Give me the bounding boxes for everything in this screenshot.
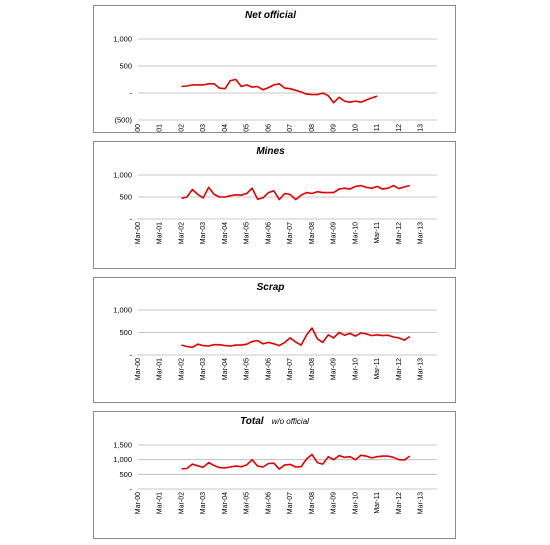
x-tick-label: Mar-12 [396,124,403,132]
x-tick-label: Mar-00 [135,222,142,244]
x-tick-label: Mar-05 [244,222,251,244]
chart-panel-net-official: Net official 1,000 500 - (500)Mar-00 Mar-01 M… [93,5,456,133]
x-tick-label: Mar-04 [222,358,229,380]
x-tick-label: Mar-12 [396,492,403,514]
x-tick-label: Mar-10 [352,358,359,380]
x-tick-label: Mar-08 [309,124,316,132]
x-tick-label: Mar-13 [418,358,425,380]
y-tick-label: - [130,351,133,360]
x-tick-label: Mar-07 [287,492,294,514]
chart-mines: 1,000 500 -Mar-00 Mar-01 Mar-02 Mar-03 Mar-04 M… [113,171,437,244]
y-tick-label: 500 [119,193,132,202]
y-tick-label: 1,000 [113,455,132,464]
x-tick-label: Mar-10 [352,124,359,132]
y-tick-label: 500 [119,328,132,337]
y-tick-label: - [130,89,133,98]
x-tick-label: Mar-03 [200,492,207,514]
x-tick-label: Mar-03 [200,124,207,132]
x-tick-label: Mar-09 [331,124,338,132]
x-tick-label: Mar-06 [265,124,272,132]
x-tick-label: Mar-10 [352,492,359,514]
x-tick-label: Mar-05 [244,358,251,380]
x-tick-label: Mar-01 [157,124,164,132]
x-tick-label: Mar-06 [265,492,272,514]
x-tick-label: Mar-13 [418,222,425,244]
x-tick-label: Mar-03 [200,222,207,244]
x-tick-label: Mar-01 [157,222,164,244]
x-tick-label: Mar-04 [222,222,229,244]
chart-panel-scrap: Scrap 1,000 500 - Mar-00 Mar-01 Mar-02 Mar-03 M… [93,277,456,403]
chart-panel-total: Total w/o official 1,500 1,000 500 - Mar-00 Ma… [93,411,456,539]
chart-total: 1,500 1,000 500 -Mar-00 Mar-01 Mar-02 Mar-03 Ma… [113,441,437,514]
x-tick-label: Mar-12 [396,358,403,380]
y-tick-label: 500 [119,470,132,479]
x-tick-label: Mar-09 [331,492,338,514]
y-tick-label: - [130,215,133,224]
x-tick-label: Mar-11 [374,492,381,514]
series-line [181,453,411,470]
chart-panel-mines: Mines 1,000 500 - Mar-00 Mar-01 Mar-02 Mar-03 M… [93,141,456,269]
x-tick-label: Mar-11 [374,358,381,380]
x-tick-label: Mar-01 [157,358,164,380]
chart-scrap: 1,000 500 -Mar-00 Mar-01 Mar-02 Mar-03 Mar-04 M… [113,306,437,380]
x-tick-label: Mar-07 [287,222,294,244]
x-tick-label: Mar-11 [374,124,381,132]
x-tick-label: Mar-13 [418,492,425,514]
x-tick-label: Mar-11 [374,222,381,244]
x-tick-label: Mar-02 [178,222,185,244]
x-tick-label: Mar-07 [287,358,294,380]
x-tick-label: Mar-06 [265,358,272,380]
x-tick-label: Mar-08 [309,222,316,244]
x-tick-label: Mar-04 [222,124,229,132]
chart-title: Scrap [256,282,285,293]
series-line [181,184,410,201]
chart-title: Net official [245,10,296,21]
chart-net-official: 1,000 500 - (500)Mar-00 Mar-01 Mar-02 Mar-03 Ma… [113,35,437,132]
x-tick-label: Mar-13 [418,124,425,132]
x-tick-label: Mar-08 [309,492,316,514]
x-tick-label: Mar-06 [265,222,272,244]
chart-title: Total w/o official [240,416,309,427]
x-tick-label: Mar-05 [244,492,251,514]
x-tick-label: Mar-10 [352,222,359,244]
chart-title: Mines [256,146,285,157]
y-tick-label: 1,500 [113,441,132,450]
x-tick-label: Mar-02 [178,358,185,380]
series-line [181,327,411,349]
x-tick-label: Mar-05 [244,124,251,132]
x-tick-label: Mar-07 [287,124,294,132]
x-tick-label: Mar-01 [157,492,164,514]
x-tick-label: Mar-09 [331,358,338,380]
y-tick-label: 1,000 [113,306,132,315]
x-tick-label: Mar-03 [200,358,207,380]
x-tick-label: Mar-02 [178,124,185,132]
x-tick-label: Mar-00 [135,124,142,132]
x-tick-label: Mar-08 [309,358,316,380]
y-tick-label: 1,000 [113,171,132,180]
y-tick-label: (500) [114,116,132,125]
series-line [181,78,378,104]
x-tick-label: Mar-09 [331,222,338,244]
y-tick-label: - [130,485,133,494]
y-tick-label: 500 [119,62,132,71]
x-tick-label: Mar-12 [396,222,403,244]
x-tick-label: Mar-00 [135,492,142,514]
x-tick-label: Mar-00 [135,358,142,380]
y-tick-label: 1,000 [113,35,132,44]
x-tick-label: Mar-02 [178,492,185,514]
x-tick-label: Mar-04 [222,492,229,514]
